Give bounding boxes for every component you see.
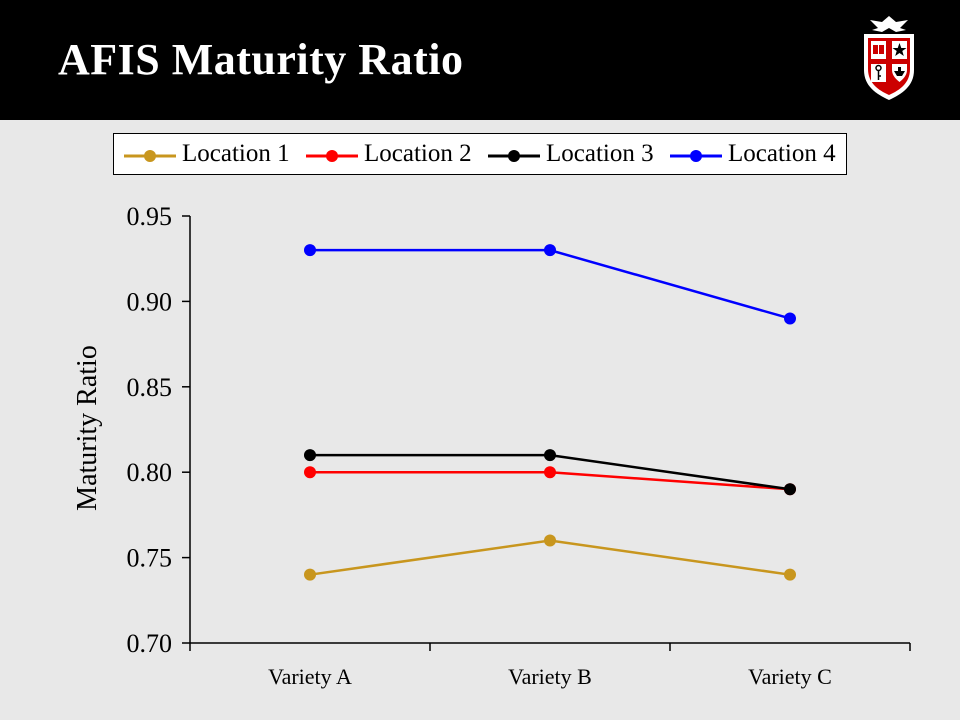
y-tick-label: 0.90 bbox=[127, 287, 173, 316]
data-point bbox=[304, 244, 316, 257]
legend-label: Location 3 bbox=[546, 140, 654, 167]
data-point bbox=[784, 568, 796, 581]
y-tick-label: 0.95 bbox=[127, 202, 173, 231]
y-tick-label: 0.70 bbox=[127, 629, 173, 658]
x-tick-label: Variety B bbox=[508, 664, 592, 689]
x-tick-label: Variety C bbox=[748, 664, 832, 689]
data-point bbox=[784, 483, 796, 496]
legend-swatch bbox=[306, 150, 358, 162]
title-bar: AFIS Maturity Ratio bbox=[0, 0, 960, 120]
data-point bbox=[784, 312, 796, 325]
data-point bbox=[544, 534, 556, 547]
y-tick-label: 0.85 bbox=[127, 373, 173, 402]
data-point bbox=[304, 466, 316, 479]
y-axis-title: Maturity Ratio bbox=[72, 345, 103, 511]
page-title: AFIS Maturity Ratio bbox=[58, 35, 464, 84]
series-3 bbox=[304, 449, 796, 496]
series-1 bbox=[304, 534, 796, 581]
chart-legend: Location 1 Location 2 Location 3 Locatio… bbox=[113, 133, 847, 175]
x-tick-label: Variety A bbox=[268, 664, 352, 689]
data-point bbox=[544, 466, 556, 479]
data-point bbox=[304, 449, 316, 462]
legend-label: Location 1 bbox=[182, 140, 290, 167]
legend-swatch bbox=[488, 150, 540, 162]
data-point bbox=[544, 449, 556, 462]
y-tick-label: 0.75 bbox=[127, 544, 173, 573]
y-tick-label: 0.80 bbox=[127, 458, 173, 487]
legend-label: Location 4 bbox=[728, 140, 836, 167]
legend-label: Location 2 bbox=[364, 140, 472, 167]
data-point bbox=[304, 568, 316, 581]
data-point bbox=[544, 244, 556, 257]
series-4 bbox=[304, 244, 796, 325]
series-line bbox=[310, 248, 791, 320]
legend-swatch bbox=[124, 150, 176, 162]
university-shield-icon bbox=[864, 16, 914, 100]
legend-swatch bbox=[670, 150, 722, 162]
